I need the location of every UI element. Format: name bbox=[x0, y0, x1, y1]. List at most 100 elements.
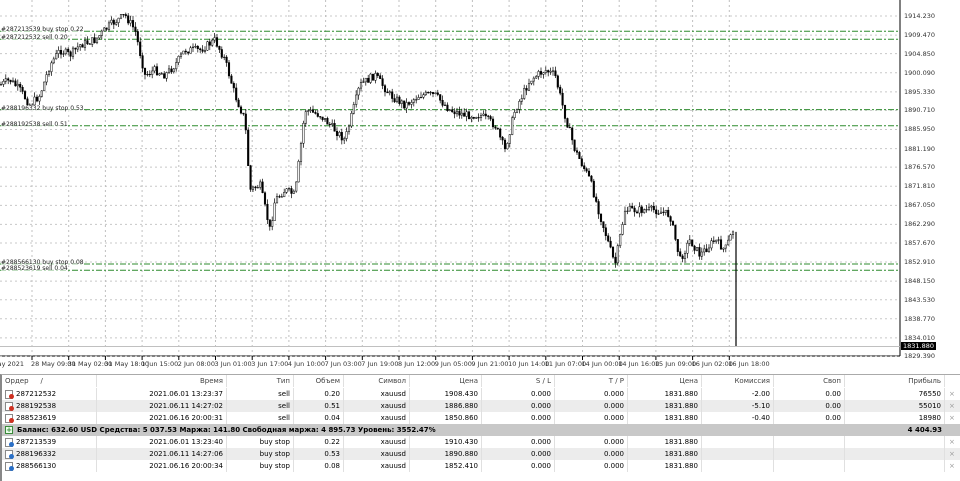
candle bbox=[187, 51, 190, 56]
candle bbox=[518, 99, 521, 114]
column-header[interactable]: Ордер / bbox=[2, 375, 97, 387]
table-row[interactable]: 288192538 2021.06.11 14:27:02 sell 0.51 xauu… bbox=[2, 400, 960, 412]
close-order-icon[interactable]: × bbox=[949, 438, 955, 446]
candle bbox=[136, 28, 139, 46]
candle bbox=[93, 33, 96, 44]
candle bbox=[563, 104, 567, 123]
candle bbox=[232, 81, 235, 93]
close-order-icon[interactable]: × bbox=[949, 450, 955, 458]
candle bbox=[333, 119, 336, 132]
candle bbox=[338, 130, 341, 138]
close-order-icon[interactable]: × bbox=[949, 414, 955, 422]
cell-sl: 0.000 bbox=[530, 450, 551, 458]
candle bbox=[391, 88, 394, 103]
candle bbox=[669, 215, 672, 226]
candle bbox=[88, 42, 91, 45]
time-axis-label: 4 Jun 10:00 bbox=[287, 360, 326, 368]
candle bbox=[703, 244, 706, 256]
table-cell: 0.08 bbox=[294, 460, 344, 472]
candle bbox=[203, 46, 207, 54]
candle bbox=[297, 159, 300, 183]
close-order-icon[interactable]: × bbox=[949, 462, 955, 470]
candle bbox=[323, 118, 327, 122]
candle bbox=[717, 236, 720, 245]
column-header[interactable]: Символ bbox=[344, 375, 410, 387]
table-cell: 0.000 bbox=[555, 448, 628, 460]
table-row[interactable]: 288196332 2021.06.11 14:27:06 buy stop 0.53… bbox=[2, 448, 960, 460]
column-header[interactable]: Время bbox=[97, 375, 227, 387]
cell-time: 2021.06.16 20:00:34 bbox=[149, 462, 223, 470]
price-axis-label: 1843.530 bbox=[904, 295, 936, 304]
price-axis-label: 1895.330 bbox=[904, 87, 936, 96]
candle bbox=[326, 116, 329, 125]
table-cell: 1831.880 bbox=[628, 400, 702, 412]
cell-price: 1850.860 bbox=[444, 414, 478, 422]
candle bbox=[249, 164, 252, 192]
candle bbox=[172, 67, 175, 74]
candle bbox=[566, 117, 569, 128]
candle bbox=[213, 32, 216, 44]
candle bbox=[105, 27, 108, 32]
candle bbox=[511, 115, 514, 136]
table-row[interactable]: 288523619 2021.06.16 20:00:31 sell 0.04 xauu… bbox=[2, 412, 960, 424]
cell-symbol: xauusd bbox=[380, 402, 406, 410]
price-chart[interactable]: 1914.230 1909.470 1904.850 1900.090 1895.330… bbox=[0, 0, 960, 374]
table-cell: 0.000 bbox=[482, 448, 555, 460]
candlestick-chart[interactable] bbox=[0, 0, 960, 374]
table-row[interactable]: 287212532 2021.06.01 13:23:37 sell 0.20 xauu… bbox=[2, 388, 960, 400]
cell-tp: 0.000 bbox=[603, 438, 624, 446]
candle bbox=[374, 70, 377, 84]
candle bbox=[167, 65, 171, 75]
candle bbox=[487, 114, 490, 120]
candle bbox=[539, 67, 543, 79]
table-row[interactable]: 288566130 2021.06.16 20:00:34 buy stop 0.08… bbox=[2, 460, 960, 472]
candle bbox=[671, 220, 675, 226]
time-axis-label: 7 Jun 03:00 bbox=[324, 360, 362, 368]
candle bbox=[206, 40, 209, 51]
cell-volume: 0.04 bbox=[324, 414, 340, 422]
candle bbox=[712, 236, 715, 244]
table-cell: sell bbox=[227, 412, 294, 424]
column-header[interactable]: Цена bbox=[628, 375, 702, 387]
column-header[interactable]: Своп bbox=[774, 375, 845, 387]
close-order-icon[interactable]: × bbox=[949, 402, 955, 410]
candle bbox=[527, 78, 531, 92]
candle bbox=[429, 90, 432, 96]
candle bbox=[347, 124, 351, 135]
candle bbox=[151, 66, 154, 79]
candle bbox=[74, 47, 77, 55]
candle bbox=[655, 205, 658, 219]
candle bbox=[362, 77, 365, 83]
column-header[interactable]: Тип bbox=[227, 375, 294, 387]
column-header[interactable]: T / P bbox=[555, 375, 628, 387]
column-header[interactable]: S / L bbox=[482, 375, 555, 387]
candle bbox=[340, 128, 343, 145]
table-cell: 2021.06.01 13:23:40 bbox=[97, 436, 227, 448]
order-line-label: #288523619 sell 0.04 bbox=[1, 265, 68, 273]
cell-sl: 0.000 bbox=[530, 438, 551, 446]
candle bbox=[455, 107, 459, 117]
cell-tp: 0.000 bbox=[603, 462, 624, 470]
column-header[interactable]: Прибыль bbox=[845, 375, 945, 387]
expand-icon[interactable]: + bbox=[5, 426, 13, 434]
candle bbox=[23, 90, 27, 100]
table-cell: 288192538 bbox=[2, 400, 97, 412]
column-header[interactable]: Объем bbox=[294, 375, 344, 387]
balance-row[interactable]: + Баланс: 632.60 USD Средства: 5 037.53 М… bbox=[2, 424, 960, 436]
table-cell bbox=[845, 448, 945, 460]
column-header[interactable]: Цена bbox=[410, 375, 482, 387]
candle bbox=[208, 38, 211, 51]
candle bbox=[595, 193, 598, 203]
candle bbox=[227, 59, 231, 79]
close-order-icon[interactable]: × bbox=[949, 390, 955, 398]
cell-volume: 0.53 bbox=[324, 450, 340, 458]
cell-swap: 0.00 bbox=[825, 390, 841, 398]
candle bbox=[475, 116, 478, 119]
candle bbox=[81, 43, 84, 48]
table-cell: xauusd bbox=[344, 388, 410, 400]
column-header[interactable]: Комиссия bbox=[702, 375, 774, 387]
cell-price: 1908.430 bbox=[444, 390, 478, 398]
table-row[interactable]: 287213539 2021.06.01 13:23:40 buy stop 0.22… bbox=[2, 436, 960, 448]
cell-tp: 0.000 bbox=[603, 390, 624, 398]
